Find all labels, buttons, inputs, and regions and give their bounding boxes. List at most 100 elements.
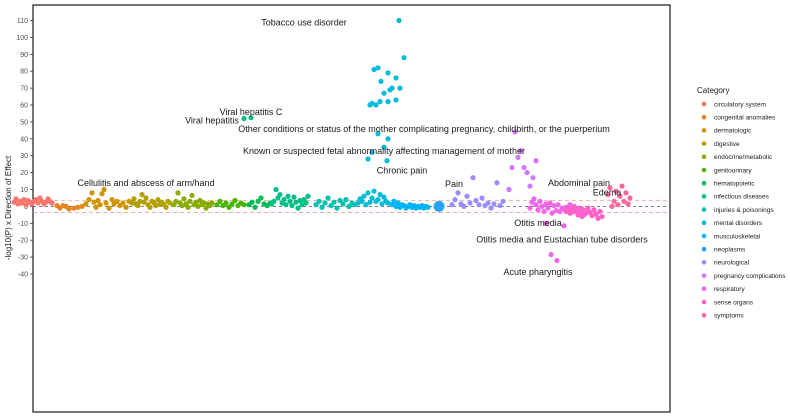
y-tick-label: -20: [18, 238, 28, 245]
data-point: [271, 198, 277, 204]
legend-entry-label: symptoms: [714, 313, 744, 320]
data-point: [473, 197, 479, 204]
y-tick-label: 110: [17, 18, 28, 25]
data-point: [621, 198, 627, 204]
data-point: [497, 202, 503, 209]
data-point: [322, 200, 328, 206]
data-point: [303, 200, 309, 206]
data-point: [378, 78, 384, 84]
legend-entry-label: mental disorders: [714, 220, 763, 227]
data-point: [535, 207, 541, 213]
data-point: [464, 193, 470, 199]
data-points: [11, 17, 633, 264]
data-point: [223, 200, 229, 206]
legend-key: [701, 299, 707, 305]
data-point: [49, 200, 55, 206]
data-point: [615, 202, 621, 208]
data-point: [23, 202, 29, 208]
data-point: [619, 183, 625, 189]
data-point: [397, 85, 403, 91]
data-point: [313, 202, 319, 208]
data-point: [241, 115, 247, 122]
annotation-label: Viral hepatitis: [185, 116, 239, 126]
data-point: [248, 115, 254, 121]
data-point: [21, 197, 27, 203]
data-point: [384, 158, 390, 164]
data-point: [527, 205, 533, 211]
data-point: [401, 55, 407, 61]
data-point: [467, 200, 473, 206]
data-point: [103, 200, 109, 206]
legend-entry-label: circulatory system: [714, 101, 766, 108]
data-point: [343, 197, 349, 203]
data-point: [299, 202, 305, 208]
data-point: [331, 199, 337, 205]
data-point: [509, 164, 515, 171]
legend-entry-label: respiratory: [714, 286, 745, 293]
y-tick-label: -30: [18, 255, 28, 262]
data-point: [385, 99, 391, 105]
data-point: [187, 198, 193, 204]
legend-entry-label: infectious diseases: [714, 194, 770, 201]
legend-key: [701, 220, 707, 226]
data-point: [561, 223, 567, 229]
data-point: [195, 203, 201, 209]
data-point: [95, 197, 101, 204]
data-point: [375, 131, 381, 137]
data-point: [375, 197, 381, 203]
data-point: [13, 196, 19, 202]
data-point: [551, 202, 557, 209]
data-point: [515, 154, 521, 160]
data-point: [391, 198, 397, 204]
data-point: [226, 204, 232, 210]
data-point: [139, 191, 145, 198]
data-point: [579, 213, 585, 220]
data-point: [135, 202, 141, 209]
data-point: [533, 158, 539, 164]
data-point: [371, 188, 377, 194]
annotation-label: Other conditions or status of the mother…: [238, 124, 610, 134]
legend-title: Category: [697, 86, 729, 95]
data-point: [255, 198, 261, 204]
data-point: [470, 175, 476, 181]
data-point: [334, 205, 340, 211]
legend-key: [701, 154, 707, 160]
data-point: [363, 202, 369, 208]
data-point: [548, 251, 554, 258]
legend-entry-label: injuries & poisonings: [714, 207, 774, 214]
data-point: [549, 210, 555, 216]
annotation-label: Otitis media and Eustachian tube disorde…: [476, 235, 648, 245]
data-point: [527, 183, 533, 189]
data-point: [455, 190, 461, 196]
data-point: [229, 201, 235, 207]
annotation-label: Tobacco use disorder: [261, 18, 347, 28]
data-point: [485, 200, 491, 206]
data-point: [565, 205, 571, 211]
legend-entry-label: sense organs: [714, 299, 754, 306]
data-point: [595, 215, 601, 221]
legend-key: [701, 167, 707, 173]
annotation-label: Pain: [445, 179, 463, 189]
data-point: [355, 200, 361, 206]
legend-entry-label: pregnancy complications: [714, 273, 786, 280]
data-point: [114, 198, 120, 204]
data-point: [175, 190, 181, 196]
data-point: [583, 210, 589, 216]
data-point: [589, 213, 595, 219]
data-point: [291, 194, 297, 200]
data-point: [609, 203, 615, 209]
data-point: [287, 198, 293, 204]
data-point: [141, 199, 147, 205]
data-point: [155, 197, 161, 203]
data-point: [381, 90, 387, 96]
data-point: [143, 195, 149, 201]
legend-key: [701, 260, 707, 265]
data-point: [71, 205, 77, 211]
legend-entry-label: genitourinary: [714, 167, 752, 174]
data-point: [545, 205, 551, 211]
data-point: [137, 198, 143, 204]
data-point: [599, 213, 605, 220]
data-point: [163, 204, 169, 210]
data-point: [283, 202, 289, 208]
y-tick-label: 90: [20, 52, 28, 59]
